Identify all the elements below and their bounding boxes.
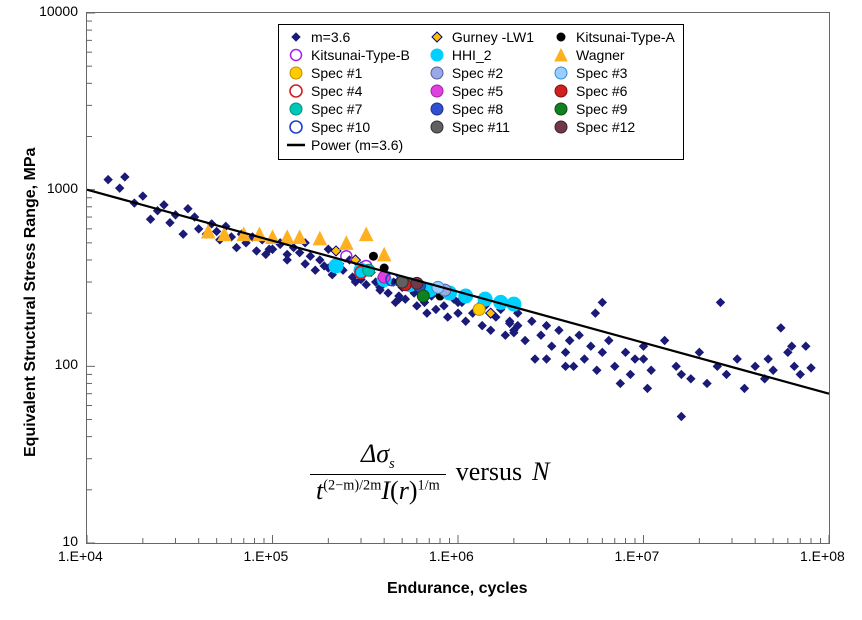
legend-label: m=3.6 [311,29,350,45]
legend-item-spec3: Spec #3 [552,65,675,81]
series-spec1 [473,303,485,315]
legend-swatch [552,84,570,98]
legend-label: Spec #5 [452,83,503,99]
x-axis-title: Endurance, cycles [387,580,528,598]
y-tick-label: 10 [28,533,78,549]
x-tick-label: 1.E+05 [244,548,289,564]
legend-swatch [287,66,305,80]
legend-swatch [552,102,570,116]
legend-swatch [428,120,446,134]
legend-label: Spec #4 [311,83,362,99]
legend-item-spec1: Spec #1 [287,65,410,81]
y-tick-label: 100 [28,356,78,372]
legend-item-spec7: Spec #7 [287,101,410,117]
equation-versus: versus [456,457,522,487]
legend-label: Kitsunai-Type-B [311,47,410,63]
legend-item-powerline: Power (m=3.6) [287,137,410,153]
equation-N: N [532,457,549,487]
legend-swatch [552,48,570,62]
legend-swatch [428,30,446,44]
legend-label: Gurney -LW1 [452,29,534,45]
legend-box: m=3.6 Gurney -LW1 Kitsunai-Type-A Kitsunai-… [278,24,684,160]
legend-swatch [428,48,446,62]
series-wagner [202,225,391,261]
equation: Δσs t(2−m)/2mI(r)1/m versus N [310,440,550,504]
legend-swatch [287,102,305,116]
equation-numerator: Δσs [355,440,401,474]
legend-item-kitsB: Kitsunai-Type-B [287,47,410,63]
equation-fraction: Δσs t(2−m)/2mI(r)1/m [310,440,446,504]
legend-item-m36: m=3.6 [287,29,410,45]
legend-swatch [287,120,305,134]
x-tick-label: 1.E+08 [800,548,845,564]
legend-item-kitsA: Kitsunai-Type-A [552,29,675,45]
legend-item-spec4: Spec #4 [287,83,410,99]
equation-t-exp: (2−m)/2m [323,478,381,494]
legend-item-wagner: Wagner [552,47,675,63]
legend-item-spec9: Spec #9 [552,101,675,117]
legend-label: Power (m=3.6) [311,137,403,153]
y-tick-label: 10000 [28,3,78,19]
legend-swatch [552,120,570,134]
legend-label: Spec #6 [576,83,627,99]
legend-label: Spec #8 [452,101,503,117]
legend-swatch [552,66,570,80]
legend-item-spec5: Spec #5 [428,83,534,99]
legend-label: HHI_2 [452,47,492,63]
legend-label: Spec #11 [452,119,510,135]
series-spec9 [417,290,429,302]
legend-label: Spec #12 [576,119,635,135]
legend-item-spec8: Spec #8 [428,101,534,117]
legend-swatch [552,30,570,44]
legend-label: Spec #9 [576,101,627,117]
sn-curve-chart: Equivalent Structural Stress Range, MPa … [0,0,862,620]
legend-item-spec10: Spec #10 [287,119,410,135]
equation-I-exp: 1/m [417,478,439,494]
legend-item-gurney: Gurney -LW1 [428,29,534,45]
legend-item-spec2: Spec #2 [428,65,534,81]
legend-label: Spec #10 [311,119,370,135]
legend-swatch [287,30,305,44]
legend-label: Spec #1 [311,65,362,81]
equation-denominator: t(2−m)/2mI(r)1/m [310,474,446,504]
legend-label: Spec #3 [576,65,627,81]
legend-swatch [428,66,446,80]
x-tick-label: 1.E+07 [615,548,660,564]
y-tick-label: 1000 [28,180,78,196]
legend-label: Spec #2 [452,65,503,81]
legend-item-spec6: Spec #6 [552,83,675,99]
legend-item-spec12: Spec #12 [552,119,675,135]
legend-swatch [428,102,446,116]
legend-item-spec11: Spec #11 [428,119,534,135]
legend-swatch [287,48,305,62]
power-fit-line [87,190,829,394]
legend-swatch [287,84,305,98]
legend-label: Kitsunai-Type-A [576,29,675,45]
x-tick-label: 1.E+06 [429,548,474,564]
x-tick-label: 1.E+04 [58,548,103,564]
legend-grid: m=3.6 Gurney -LW1 Kitsunai-Type-A Kitsunai-… [287,29,675,153]
legend-item-hhi2: HHI_2 [428,47,534,63]
legend-label: Spec #7 [311,101,362,117]
legend-swatch [287,138,305,152]
legend-label: Wagner [576,47,625,63]
legend-swatch [428,84,446,98]
